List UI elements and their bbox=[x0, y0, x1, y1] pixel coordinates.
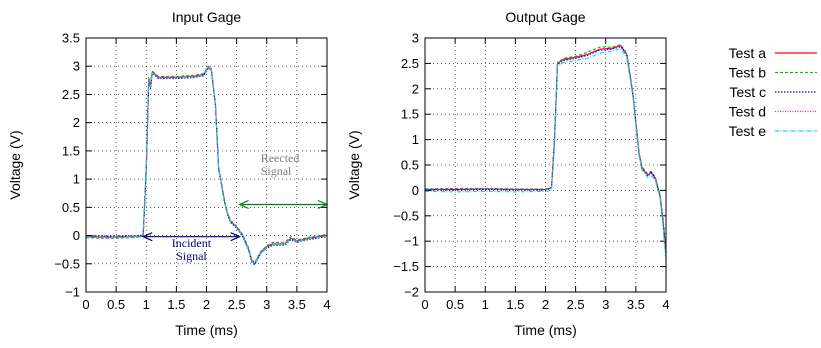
output-y-tick-label: 1.5 bbox=[401, 107, 419, 122]
output-x-tick-label: 2 bbox=[542, 297, 549, 312]
incident-arrow-head-right bbox=[230, 232, 242, 242]
output-series-test-e bbox=[424, 48, 667, 262]
output-y-tick-label: 1 bbox=[412, 132, 419, 147]
input-x-tick-label: 3.5 bbox=[288, 297, 306, 312]
input-y-tick-label: 1 bbox=[73, 172, 80, 187]
legend-label-test-d: Test d bbox=[729, 104, 766, 120]
output-x-tick-label: 1.5 bbox=[506, 297, 524, 312]
output-y-tick-label: −1 bbox=[404, 234, 419, 249]
incident-signal-label: Incident bbox=[172, 236, 212, 250]
output-x-tick-label: 2.5 bbox=[567, 297, 585, 312]
output-y-tick-label: 2 bbox=[412, 81, 419, 96]
input-y-tick-label: 3 bbox=[73, 59, 80, 74]
output-plot-frame bbox=[424, 37, 667, 293]
output-y-tick-label: 3 bbox=[412, 31, 419, 46]
output-y-tick-label: −1.5 bbox=[393, 259, 419, 274]
output-y-tick-label: −2 bbox=[404, 285, 419, 300]
reflected-signal-label: Signal bbox=[261, 164, 292, 178]
output-y-tick-label: −0.5 bbox=[393, 208, 419, 223]
input-plot-frame bbox=[85, 37, 328, 293]
output-y-axis-title: Voltage (V) bbox=[346, 130, 362, 199]
input-y-tick-label: −0.5 bbox=[54, 256, 80, 271]
input-x-tick-label: 1 bbox=[143, 297, 150, 312]
input-y-tick-label: 3.5 bbox=[62, 31, 80, 46]
input-x-tick-label: 2 bbox=[203, 297, 210, 312]
input-y-tick-label: 0 bbox=[73, 228, 80, 243]
input-x-tick-label: 0.5 bbox=[107, 297, 125, 312]
input-x-axis-title: Time (ms) bbox=[175, 322, 237, 338]
input-x-tick-label: 4 bbox=[323, 297, 330, 312]
input-y-axis-title: Voltage (V) bbox=[7, 130, 23, 199]
input-x-tick-label: 1.5 bbox=[167, 297, 185, 312]
legend-label-test-a: Test a bbox=[729, 45, 767, 61]
incident-arrow-head-left bbox=[141, 232, 153, 242]
output-y-tick-label: 0.5 bbox=[401, 158, 419, 173]
legend-label-test-e: Test e bbox=[729, 123, 767, 139]
input-series-test-b bbox=[85, 65, 328, 264]
output-gage-chart: 0 0.5 1 1.5 2 2.5 3 3.5 4 −2 −1.5 −1 −0.5 0 0.5 1 1.5 2 2.… bbox=[346, 9, 670, 338]
output-series-test-d bbox=[424, 45, 667, 254]
input-y-tick-label: 0.5 bbox=[62, 200, 80, 215]
output-x-tick-label: 0 bbox=[421, 297, 428, 312]
input-y-tick-label: 1.5 bbox=[62, 143, 80, 158]
input-x-tick-label: 0 bbox=[82, 297, 89, 312]
output-y-tick-label: 2.5 bbox=[401, 56, 419, 71]
input-x-tick-label: 2.5 bbox=[228, 297, 246, 312]
input-series-test-e bbox=[85, 67, 328, 265]
output-x-tick-label: 4 bbox=[662, 297, 669, 312]
output-x-tick-label: 0.5 bbox=[446, 297, 464, 312]
legend-label-test-c: Test c bbox=[729, 84, 766, 100]
output-chart-title: Output Gage bbox=[505, 9, 585, 25]
input-chart-title: Input Gage bbox=[172, 9, 241, 25]
output-x-tick-label: 3.5 bbox=[627, 297, 645, 312]
input-y-tick-label: −1 bbox=[65, 285, 80, 300]
reflected-signal-label: Reected bbox=[261, 151, 300, 165]
output-y-tick-label: 0 bbox=[412, 183, 419, 198]
input-y-tick-label: 2.5 bbox=[62, 87, 80, 102]
legend-label-test-b: Test b bbox=[729, 65, 767, 81]
incident-signal-label: Signal bbox=[176, 249, 207, 263]
input-x-tick-label: 3 bbox=[263, 297, 270, 312]
input-y-tick-label: 2 bbox=[73, 115, 80, 130]
input-gage-chart: 0 0.5 1 1.5 2 2.5 3 3.5 4 −1 −0.5 0 0.5 1 1.5 2 2.5 3 3.5 I… bbox=[7, 9, 331, 338]
output-x-tick-label: 1 bbox=[482, 297, 489, 312]
reflected-arrow-head-left bbox=[238, 199, 249, 210]
output-x-axis-title: Time (ms) bbox=[514, 322, 576, 338]
output-x-tick-label: 3 bbox=[602, 297, 609, 312]
legend: Test a Test b Test c Test d Test e bbox=[729, 45, 817, 139]
input-series-test-d bbox=[85, 66, 328, 264]
